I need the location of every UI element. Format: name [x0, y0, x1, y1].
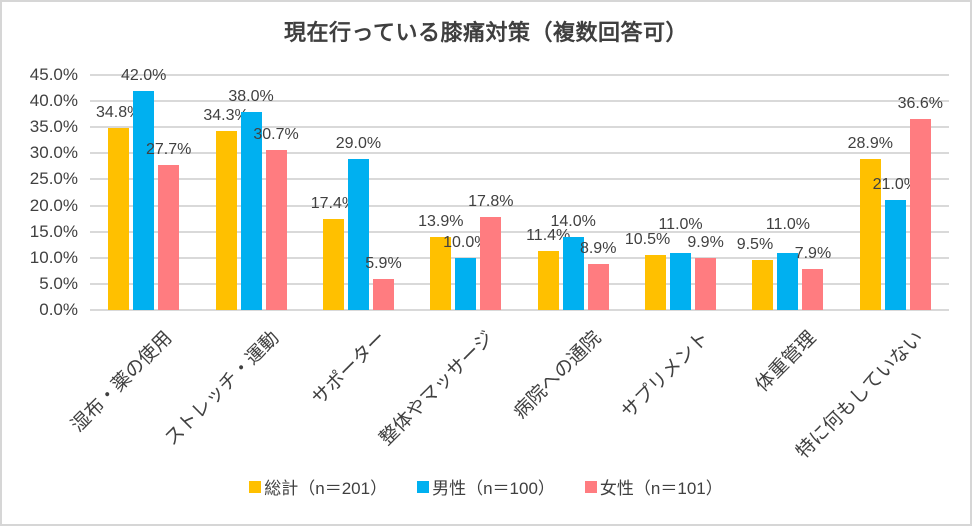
bar-group: 17.4% 29.0% 5.9%: [305, 75, 412, 310]
y-tick-label: 0.0%: [39, 300, 78, 319]
chart-title: 現在行っている膝痛対策（複数回答可）: [284, 20, 688, 45]
bar-value-label: 13.9%: [418, 213, 464, 231]
bar-value-label: 38.0%: [228, 87, 274, 105]
legend-swatch: [417, 480, 430, 493]
bar: 11.0%: [658, 216, 703, 310]
y-axis: 0.0% 5.0% 10.0% 15.0% 20.0% 25.0% 30.0% 35.0% 40…: [2, 65, 80, 319]
bar-group: 9.5% 11.0% 7.9%: [734, 75, 841, 310]
y-tick-label: 20.0%: [29, 195, 78, 215]
gridline: [90, 204, 949, 207]
legend-item: 総計（n＝201）: [249, 474, 387, 499]
category-label: 体重管理: [751, 327, 821, 397]
category-label: 整体やマッサージ: [376, 327, 499, 450]
bar: 38.0%: [228, 88, 274, 310]
bar-group: 28.9% 21.0% 36.6%: [842, 75, 949, 310]
y-tick-label: 15.0%: [29, 221, 78, 241]
bar-value-label: 14.0%: [550, 212, 596, 230]
bar-value-label: 7.9%: [794, 244, 832, 262]
bar-value-label: 10.5%: [624, 231, 671, 249]
bar: 36.6%: [898, 95, 943, 310]
bar: 29.0%: [336, 135, 381, 310]
bar: 9.9%: [687, 234, 724, 310]
gridline: [90, 126, 949, 129]
legend-swatch: [584, 480, 597, 493]
bar-value-label: 9.5%: [736, 236, 774, 254]
legend-label: 女性（n＝101）: [599, 479, 723, 498]
category-label: 湿布・薬の使用: [67, 327, 177, 437]
bar: 14.0%: [551, 213, 596, 310]
gridline: [90, 178, 949, 181]
bar-group: 11.4% 14.0% 8.9%: [520, 75, 627, 310]
bar-value-label: 17.8%: [468, 193, 514, 210]
legend: 総計（n＝201） 男性（n＝100） 女性（n＝101）: [2, 474, 970, 499]
legend-label: 総計（n＝201）: [264, 479, 388, 498]
legend-item: 女性（n＝101）: [584, 474, 723, 499]
y-tick-label: 45.0%: [29, 65, 78, 84]
bar-group: 34.8% 42.0% 27.7%: [90, 67, 197, 310]
gridline: [90, 282, 949, 285]
x-axis-labels: 湿布・薬の使用 ストレッチ・運動 サポーター 整体やマッサージ 病院への通院 サプリメント…: [67, 320, 949, 470]
bar-value-label: 27.7%: [146, 141, 192, 159]
gridline: [90, 309, 949, 311]
bar: 34.8%: [96, 104, 141, 310]
bar: 21.0%: [873, 176, 918, 310]
bar-value-label: 28.9%: [847, 135, 893, 153]
gridline: [90, 152, 949, 155]
legend-label: 男性（n＝100）: [432, 479, 555, 498]
bar: 34.3%: [203, 107, 249, 310]
bar-value-label: 30.7%: [253, 125, 299, 143]
bar-value-label: 11.0%: [765, 215, 811, 233]
y-tick-label: 5.0%: [39, 273, 78, 293]
gridline: [90, 100, 949, 103]
bar-value-label: 34.3%: [203, 106, 249, 124]
gridline: [90, 230, 949, 233]
bar: 10.0%: [443, 234, 489, 310]
y-tick-label: 40.0%: [29, 91, 78, 111]
bar: 10.5%: [625, 231, 670, 310]
bar-value-label: 11.0%: [658, 215, 703, 233]
bar-group: 13.9% 10.0% 17.8%: [412, 75, 519, 310]
bar-group: 10.5% 11.0% 9.9%: [625, 75, 734, 310]
bar: 7.9%: [795, 245, 831, 310]
bar: 11.0%: [766, 216, 810, 310]
y-tick-label: 25.0%: [29, 169, 78, 189]
category-label: サプリメント: [617, 327, 713, 424]
bar: 8.9%: [580, 240, 616, 310]
bar-value-label: 34.8%: [96, 104, 142, 122]
bar-groups: 34.8% 42.0% 27.7% 34.3% 38.0% 30.7% 17.4% 29.0%…: [90, 67, 949, 310]
bar: 28.9%: [848, 135, 893, 310]
bar: 42.0%: [121, 67, 166, 310]
bar-value-label: 17.4%: [310, 195, 357, 213]
bar-value-label: 42.0%: [121, 66, 167, 84]
bar-value-label: 36.6%: [897, 94, 943, 112]
bar-value-label: 21.0%: [872, 176, 918, 194]
bar-value-label: 5.9%: [365, 255, 402, 273]
bar: 11.4%: [526, 227, 570, 310]
bar-group: 34.3% 38.0% 30.7%: [197, 75, 304, 310]
bar: 27.7%: [146, 141, 191, 310]
bar-value-label: 29.0%: [335, 134, 382, 152]
category-label: 病院への通院: [510, 327, 606, 424]
category-label: サポーター: [308, 327, 391, 410]
legend-item: 男性（n＝100）: [417, 474, 555, 499]
bar-value-label: 11.4%: [526, 226, 571, 244]
gridline: [90, 256, 949, 259]
plot-area: 34.8% 42.0% 27.7% 34.3% 38.0% 30.7% 17.4% 29.0%…: [90, 67, 949, 311]
bar-value-label: 8.9%: [579, 239, 617, 257]
gridline: [90, 74, 949, 76]
y-tick-label: 30.0%: [29, 143, 78, 163]
bar: 5.9%: [365, 255, 402, 310]
bar-value-label: 10.0%: [443, 233, 489, 251]
bar: 17.4%: [311, 195, 356, 310]
bar: 9.5%: [737, 236, 774, 310]
y-tick-label: 10.0%: [29, 247, 78, 267]
legend-swatch: [249, 480, 262, 493]
bar: 30.7%: [253, 126, 299, 310]
bar: 13.9%: [418, 213, 464, 310]
bar: 17.8%: [468, 193, 514, 310]
y-tick-label: 35.0%: [29, 117, 78, 137]
bar-value-label: 9.9%: [687, 234, 724, 252]
